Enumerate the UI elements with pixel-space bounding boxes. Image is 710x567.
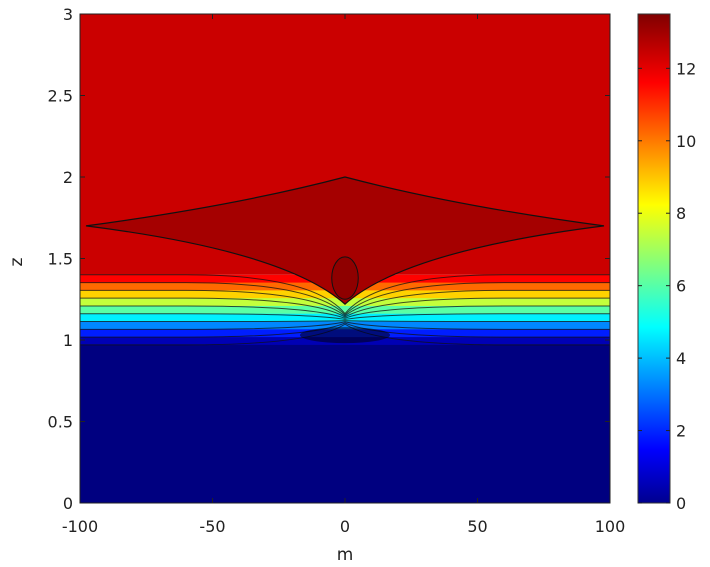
y-axis-label: z	[7, 257, 27, 266]
contour-line	[80, 305, 610, 319]
contour-line	[80, 274, 610, 315]
y-tick-label: 0	[63, 494, 73, 513]
y-axis-ticks: 0 0.5 1 1.5 2 2.5 3	[48, 5, 610, 513]
transition-band	[80, 305, 610, 315]
x-axis-ticks: -100 -50 0 50 100	[62, 14, 625, 536]
contour-line	[80, 313, 610, 320]
x-axis-label: m	[337, 545, 354, 565]
inner-oval-contour	[331, 256, 359, 300]
contour-line	[80, 323, 610, 346]
y-tick-label: 1.5	[48, 250, 73, 269]
y-tick-label: 2	[63, 168, 73, 187]
y-tick-label: 0.5	[48, 413, 73, 432]
contour-line	[80, 322, 610, 338]
x-tick-label: 50	[467, 517, 487, 536]
contour-line	[80, 282, 610, 316]
x-tick-label: 0	[340, 517, 350, 536]
colorbar-tick-label: 8	[676, 204, 686, 223]
contour-line	[80, 321, 610, 330]
colorbar	[637, 13, 671, 504]
plot-area	[79, 13, 611, 504]
contour-line	[80, 297, 610, 318]
contour-line	[80, 289, 610, 317]
x-tick-label: -100	[62, 517, 98, 536]
lower-region	[80, 344, 610, 503]
contour-line	[80, 320, 610, 323]
y-tick-label: 3	[63, 5, 73, 24]
transition-band	[80, 321, 610, 330]
colorbar-tick-label: 12	[676, 59, 696, 78]
y-tick-label: 2.5	[48, 87, 73, 106]
colorbar-tick-label: 2	[676, 422, 686, 441]
x-tick-label: 100	[595, 517, 626, 536]
x-tick-label: -50	[199, 517, 225, 536]
colorbar-ticks: 0 2 4 6 8 10 12	[638, 59, 696, 513]
diamond-contour	[85, 176, 605, 305]
convergence-core	[300, 327, 390, 344]
colorbar-tick-label: 6	[676, 277, 686, 296]
colorbar-tick-label: 4	[676, 349, 686, 368]
colorbar-tick-label: 0	[676, 494, 686, 513]
colorbar-tick-label: 10	[676, 132, 696, 151]
y-tick-label: 1	[63, 331, 73, 350]
